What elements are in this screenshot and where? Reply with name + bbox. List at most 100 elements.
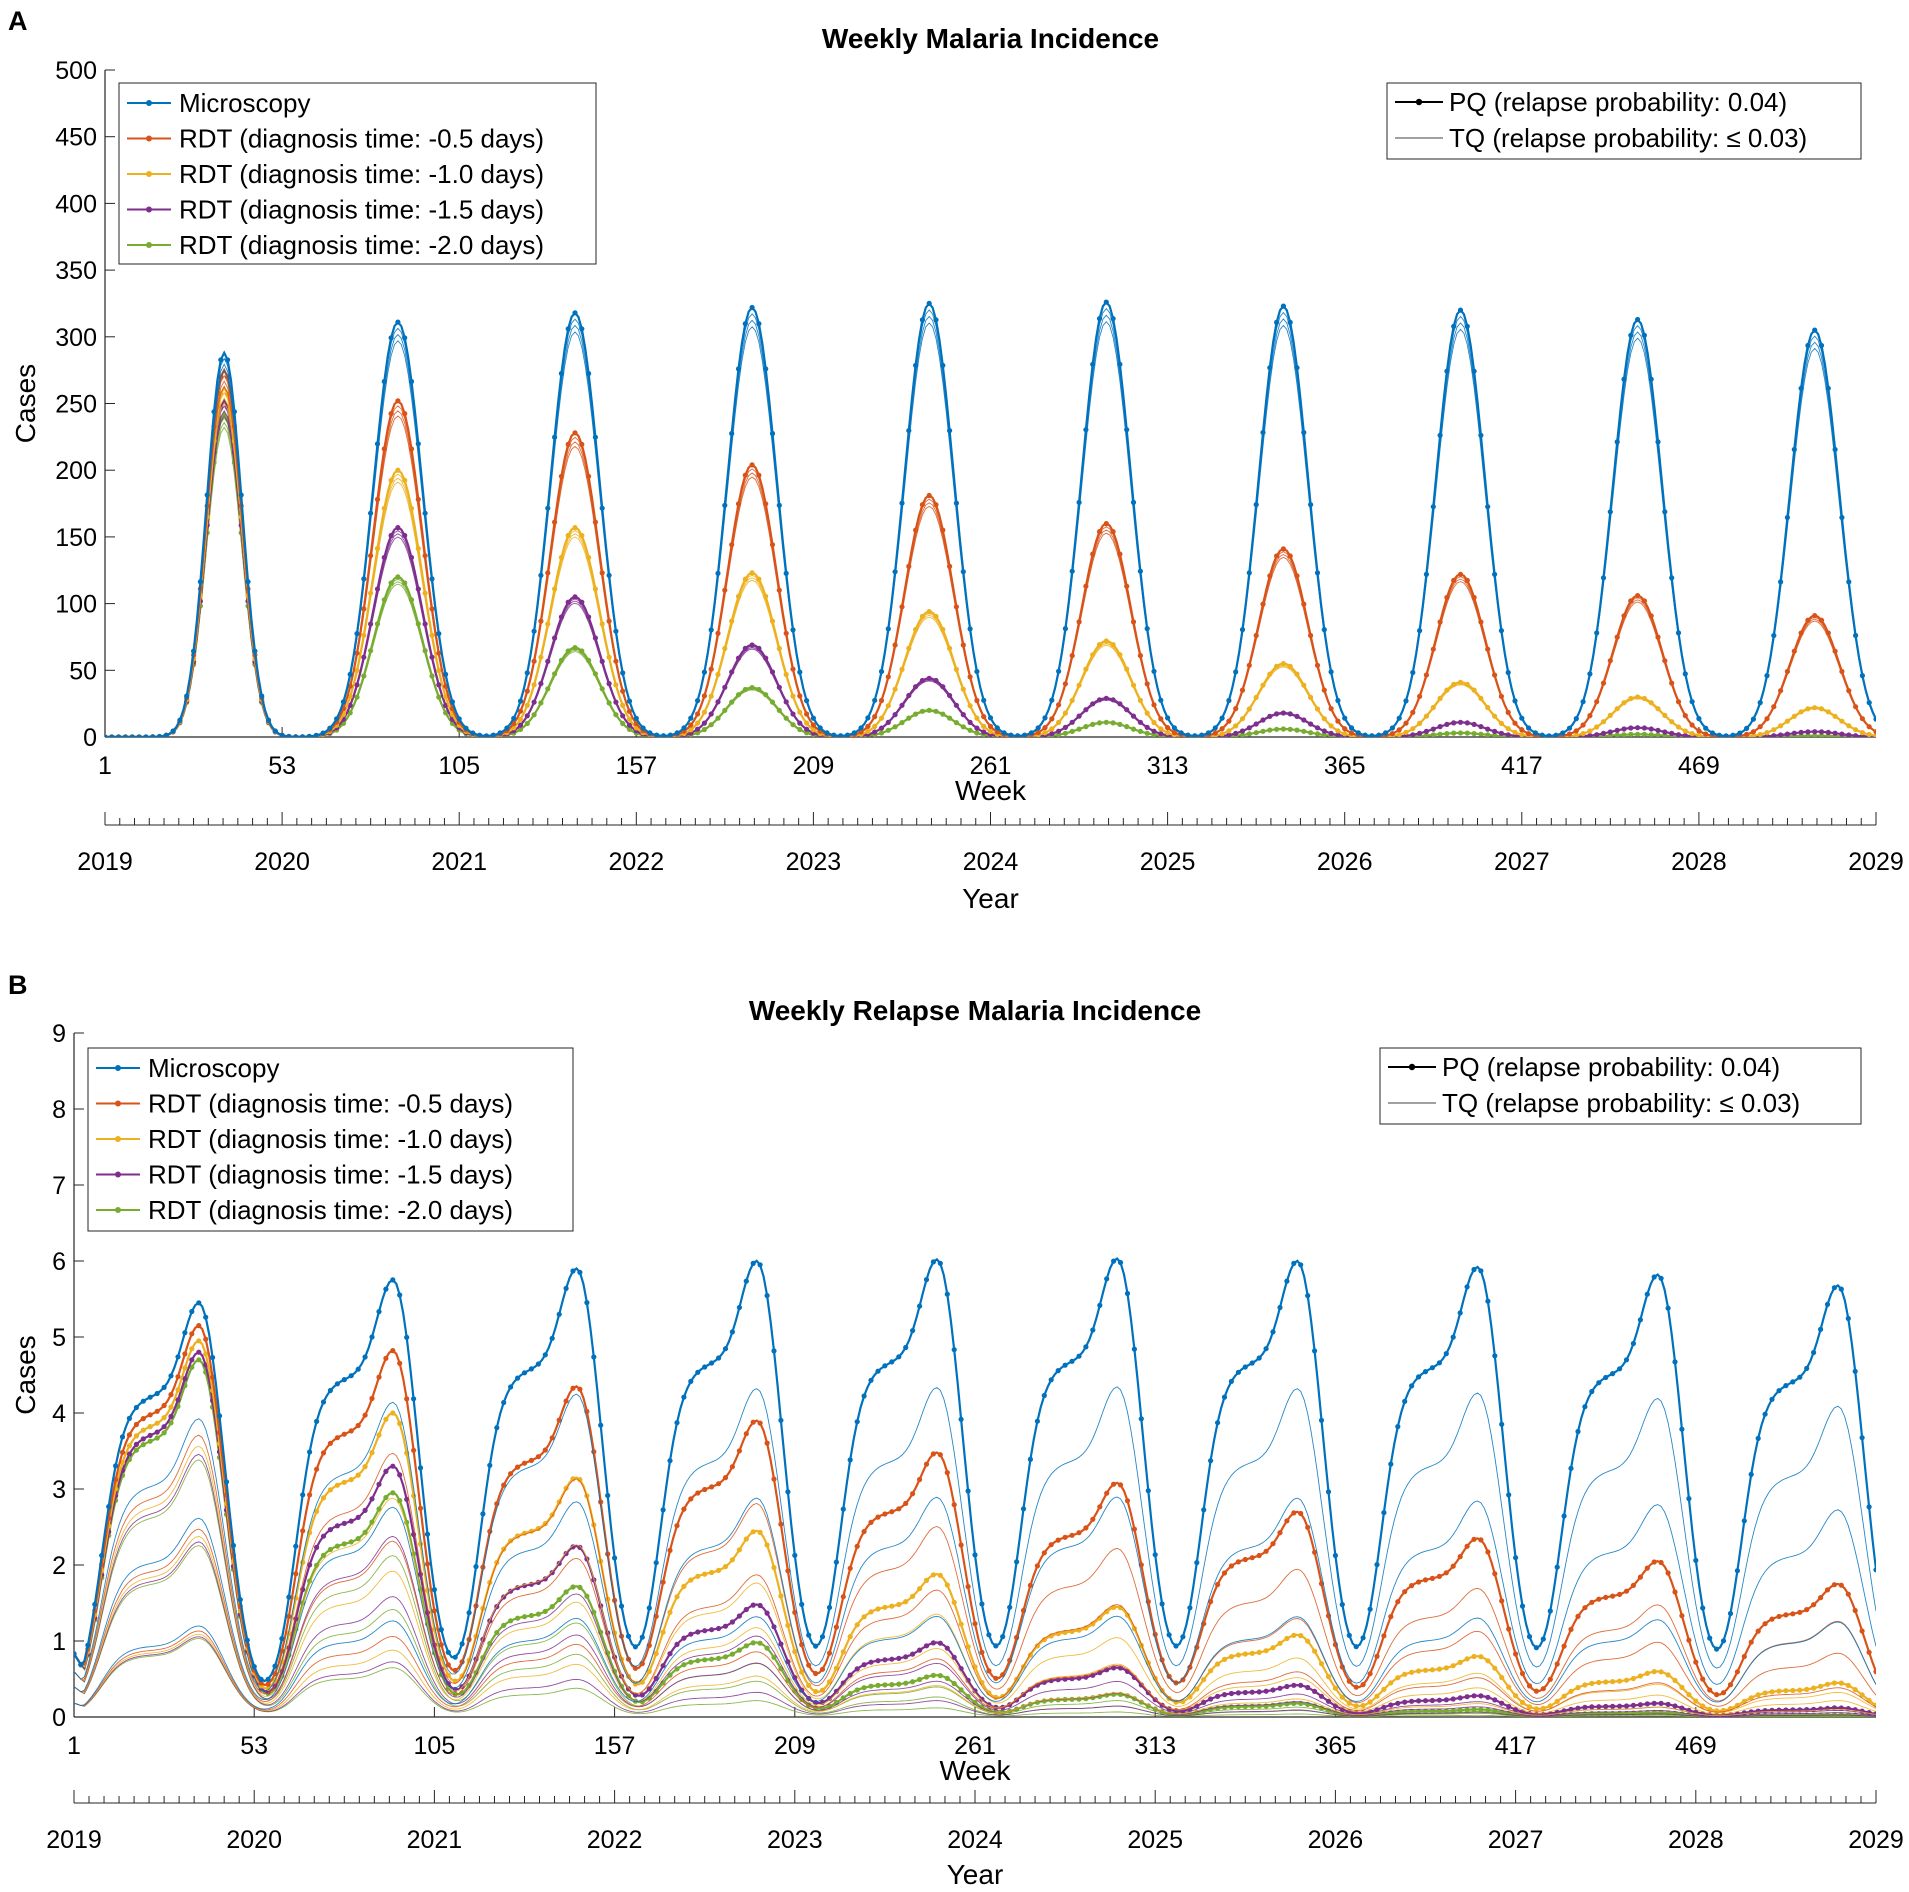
data-point-rdt-2-0	[501, 1622, 507, 1628]
data-point-rdt-1-0	[508, 1538, 514, 1544]
data-point-microscopy	[395, 319, 401, 325]
data-point-rdt-0-5	[1607, 658, 1613, 664]
data-point-rdt-1-5	[355, 1514, 361, 1520]
data-point-rdt-0-5	[515, 1464, 521, 1470]
data-point-microscopy	[184, 693, 190, 699]
data-point-microscopy	[708, 627, 714, 633]
data-point-microscopy	[521, 1370, 528, 1376]
data-point-rdt-0-5	[538, 618, 544, 624]
data-point-rdt-1-0	[1811, 1685, 1817, 1691]
data-point-rdt-0-5	[1499, 1598, 1505, 1604]
data-point-rdt-2-0	[388, 580, 394, 586]
data-point-microscopy	[515, 1375, 521, 1381]
data-point-rdt-1-5	[1825, 729, 1831, 736]
data-point-rdt-2-0	[681, 1662, 687, 1668]
data-point-rdt-1-5	[395, 525, 401, 531]
data-point-microscopy	[293, 1543, 299, 1549]
data-point-rdt-0-5	[577, 1386, 583, 1392]
data-point-rdt-0-5	[320, 1450, 327, 1456]
data-point-rdt-2-0	[1614, 732, 1620, 737]
data-point-rdt-0-5	[1669, 680, 1675, 686]
data-point-rdt-1-0	[524, 702, 530, 709]
data-point-microscopy	[598, 1422, 604, 1428]
data-point-rdt-1-0	[1096, 642, 1103, 648]
data-point-rdt-1-0	[327, 1487, 333, 1493]
data-point-rdt-0-5	[1675, 699, 1682, 705]
data-point-rdt-1-5	[783, 699, 789, 705]
data-point-rdt-0-5	[906, 563, 912, 570]
data-point-rdt-2-0	[542, 1608, 548, 1614]
data-point-rdt-0-5	[140, 1416, 146, 1422]
data-point-microscopy	[1395, 1424, 1401, 1430]
data-point-rdt-1-5	[958, 1666, 964, 1672]
data-point-microscopy	[1263, 1346, 1269, 1352]
data-point-microscopy	[279, 732, 285, 737]
data-point-rdt-0-5	[749, 462, 755, 468]
data-point-microscopy	[1015, 733, 1021, 737]
data-point-rdt-1-5	[334, 1523, 340, 1529]
data-point-rdt-1-0	[341, 1479, 347, 1485]
data-point-rdt-0-5	[1034, 1563, 1040, 1569]
data-point-rdt-0-5	[1575, 1613, 1581, 1619]
data-point-microscopy	[1291, 1260, 1297, 1266]
data-point-microscopy	[1436, 1360, 1442, 1366]
data-point-rdt-2-0	[161, 1430, 167, 1436]
data-point-rdt-1-0	[776, 645, 782, 652]
data-point-microscopy	[838, 733, 844, 737]
data-point-rdt-0-5	[799, 1642, 805, 1648]
data-point-rdt-1-0	[923, 1577, 930, 1583]
data-point-rdt-0-5	[1117, 1482, 1124, 1488]
data-point-rdt-2-0	[599, 686, 605, 692]
data-point-microscopy	[397, 1292, 403, 1298]
data-point-microscopy	[1305, 1293, 1311, 1299]
data-point-rdt-2-0	[1478, 1706, 1484, 1713]
data-point-rdt-0-5	[1294, 573, 1300, 579]
data-point-rdt-1-0	[1669, 719, 1675, 725]
data-point-rdt-1-5	[383, 1468, 389, 1474]
data-point-rdt-0-5	[1367, 1671, 1373, 1677]
data-point-rdt-0-5	[508, 1471, 514, 1477]
data-point-rdt-1-5	[1791, 730, 1797, 736]
data-point-rdt-1-5	[1784, 731, 1790, 737]
data-point-rdt-0-5	[923, 1461, 930, 1467]
data-point-rdt-1-5	[1568, 1706, 1574, 1712]
data-point-microscopy	[1124, 1290, 1131, 1297]
data-point-rdt-0-5	[1270, 1541, 1276, 1547]
data-point-rdt-0-5	[1764, 716, 1770, 722]
data-point-rdt-1-0	[903, 1599, 909, 1605]
series-markers-microscopy	[74, 1258, 1876, 1682]
data-point-microscopy	[1623, 1357, 1630, 1363]
data-point-microscopy	[133, 1404, 139, 1411]
data-point-rdt-0-5	[1589, 1599, 1595, 1605]
data-point-microscopy	[334, 1381, 340, 1387]
data-point-rdt-1-0	[958, 1621, 964, 1627]
data-point-rdt-2-0	[1824, 1712, 1831, 1717]
data-point-rdt-1-0	[1451, 681, 1457, 688]
data-point-rdt-0-5	[729, 542, 735, 548]
data-point-microscopy	[1839, 514, 1845, 521]
data-point-microscopy	[570, 1268, 576, 1274]
data-point-rdt-0-5	[586, 473, 592, 479]
x-axis-label: Week	[939, 1755, 1011, 1786]
data-point-rdt-0-5	[1130, 619, 1137, 625]
data-point-microscopy	[1762, 1411, 1768, 1417]
data-point-rdt-1-0	[940, 626, 946, 633]
data-point-rdt-1-0	[1519, 1699, 1526, 1705]
data-point-rdt-1-0	[1284, 1635, 1290, 1642]
data-point-microscopy	[979, 1601, 985, 1607]
data-point-microscopy	[1076, 1353, 1082, 1359]
data-point-rdt-1-0	[1471, 1653, 1477, 1660]
data-point-rdt-1-5	[1124, 707, 1130, 713]
data-point-rdt-2-0	[368, 648, 374, 654]
data-point-rdt-0-5	[885, 674, 891, 680]
data-point-rdt-1-0	[1492, 713, 1498, 719]
data-point-rdt-1-5	[397, 1472, 403, 1478]
data-point-microscopy	[1158, 697, 1164, 703]
data-point-rdt-1-5	[688, 1631, 694, 1637]
data-point-rdt-1-0	[769, 618, 776, 624]
data-point-rdt-0-5	[967, 674, 973, 680]
data-point-microscopy	[1256, 1355, 1262, 1361]
data-point-rdt-1-0	[854, 1622, 860, 1628]
data-point-rdt-1-5	[436, 682, 442, 688]
panel-letter: B	[8, 970, 28, 1000]
